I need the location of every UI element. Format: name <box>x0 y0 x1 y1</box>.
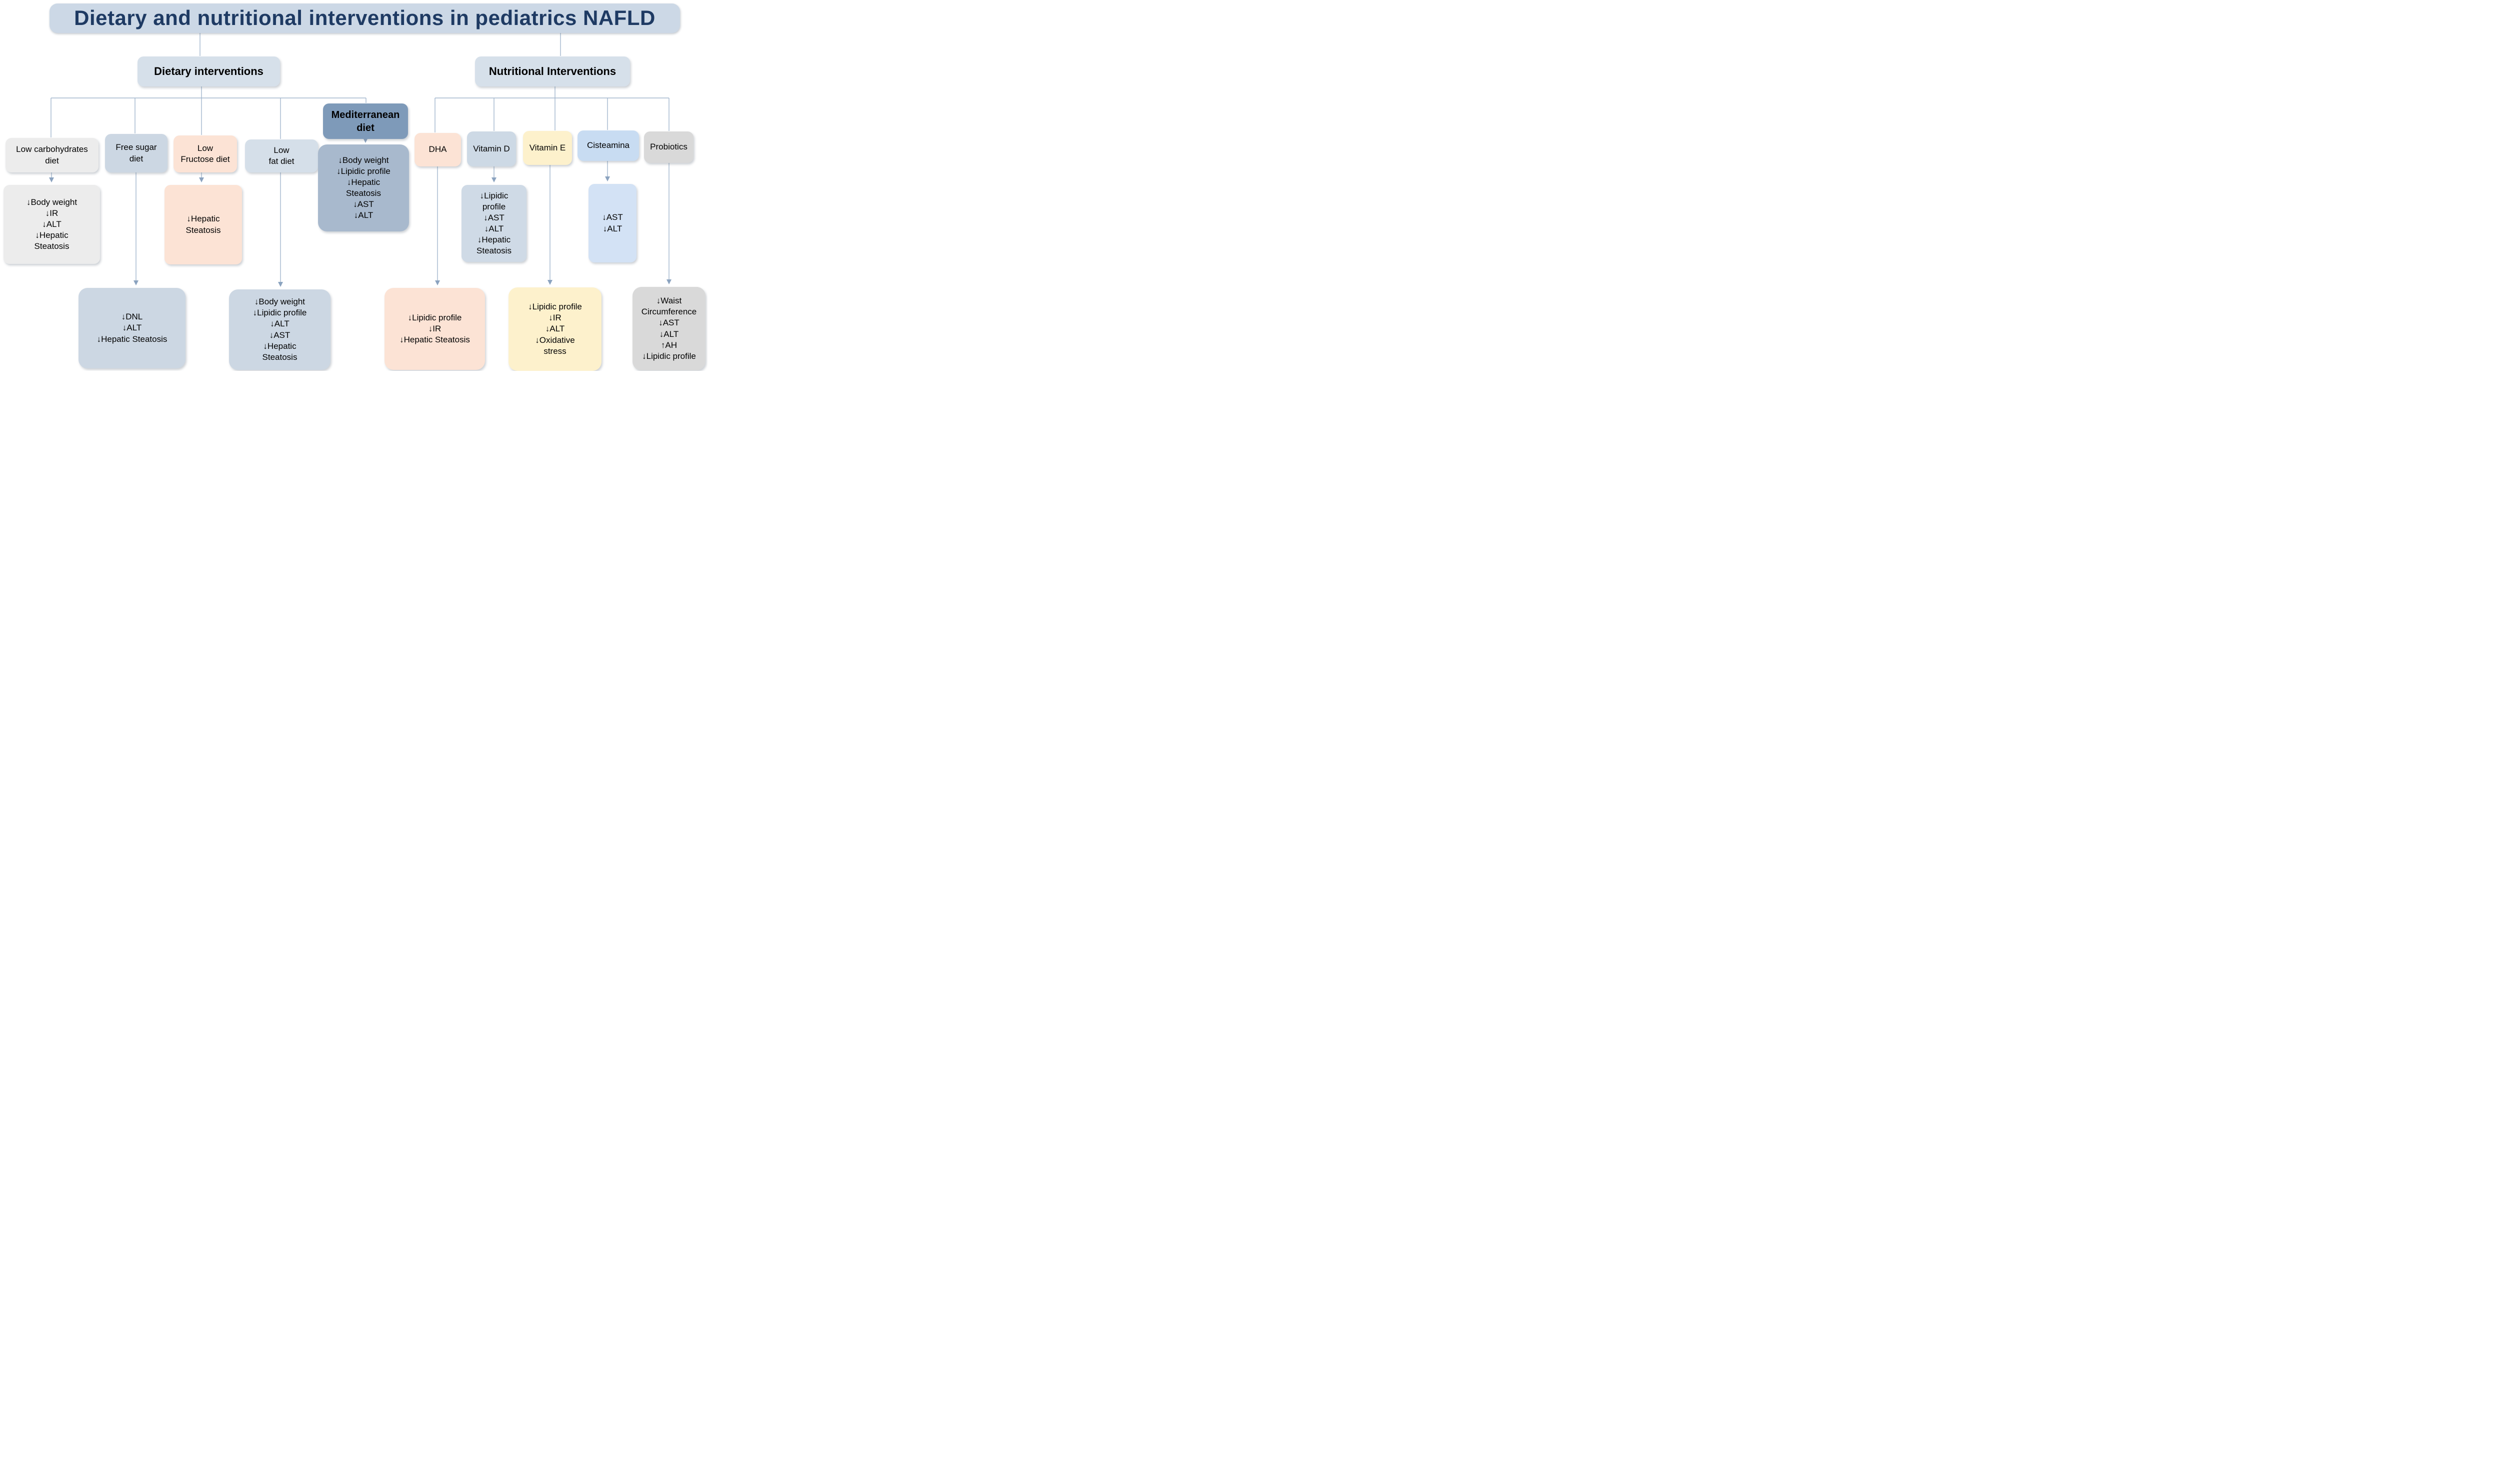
node-vitamin-e: Vitamin E <box>523 131 572 165</box>
node-mediterranean-diet: Mediterranean diet <box>323 103 408 139</box>
outcomes-mediterranean-diet: ↓Body weight ↓Lipidic profile ↓Hepatic S… <box>318 144 409 231</box>
node-low-fructose-diet: Low Fructose diet <box>174 135 237 172</box>
outcomes-free-sugar-diet: ↓DNL ↓ALT ↓Hepatic Steatosis <box>78 288 186 368</box>
diagram-title: Dietary and nutritional interventions in… <box>50 3 680 33</box>
outcomes-cisteamina: ↓AST ↓ALT <box>588 184 636 262</box>
outcomes-vitamin-d: ↓Lipidic profile ↓AST ↓ALT ↓Hepatic Stea… <box>462 185 526 262</box>
node-probiotics: Probiotics <box>644 131 694 163</box>
outcomes-probiotics: ↓Waist Circumference ↓AST ↓ALT ↑AH ↓Lipi… <box>632 287 706 370</box>
node-dha: DHA <box>414 133 461 166</box>
node-cisteamina: Cisteamina <box>578 130 639 161</box>
node-vitamin-d: Vitamin D <box>467 131 516 166</box>
outcomes-low-carbohydrates-diet: ↓Body weight ↓IR ↓ALT ↓Hepatic Steatosis <box>4 185 100 264</box>
nafld-interventions-diagram: Dietary and nutritional interventions in… <box>0 0 708 371</box>
node-dietary-interventions: Dietary interventions <box>138 56 280 86</box>
node-low-carbohydrates-diet: Low carbohydrates diet <box>6 138 98 172</box>
outcomes-vitamin-e: ↓Lipidic profile ↓IR ↓ALT ↓Oxidative str… <box>508 287 602 371</box>
outcomes-low-fat-diet: ↓Body weight ↓Lipidic profile ↓ALT ↓AST … <box>229 289 330 370</box>
node-nutritional-interventions: Nutritional Interventions <box>475 56 630 86</box>
outcomes-dha: ↓Lipidic profile ↓IR ↓Hepatic Steatosis <box>384 288 485 370</box>
node-free-sugar-diet: Free sugar diet <box>105 134 168 172</box>
node-low-fat-diet: Low fat diet <box>245 139 318 172</box>
outcomes-low-fructose-diet: ↓Hepatic Steatosis <box>164 185 242 264</box>
